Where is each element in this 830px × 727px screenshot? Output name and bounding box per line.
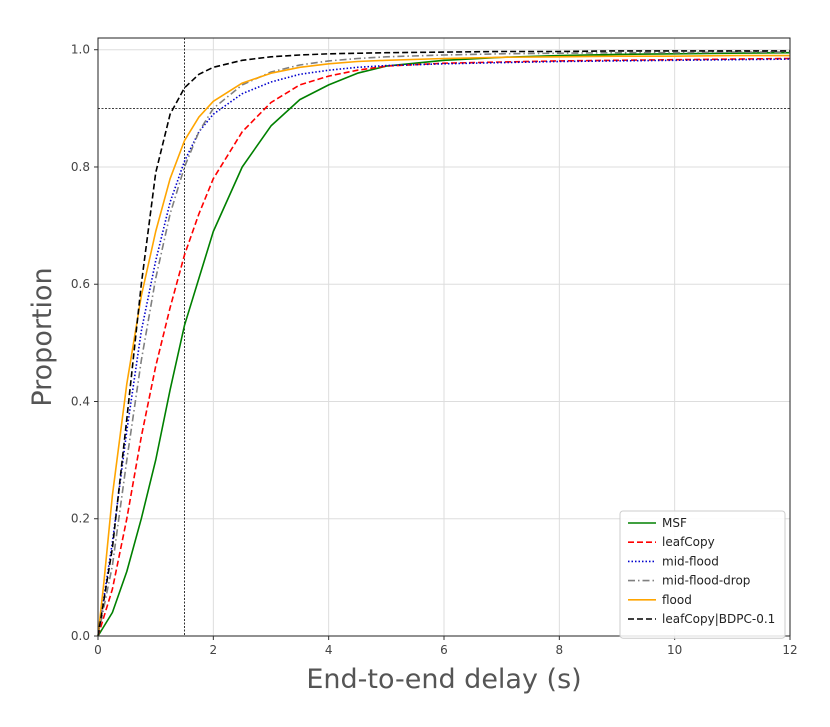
x-tick-label: 12 xyxy=(782,643,797,657)
x-axis-title: End-to-end delay (s) xyxy=(306,664,581,695)
legend-label-2: mid-flood xyxy=(662,554,719,568)
series-lines xyxy=(97,50,791,637)
y-tick-label: 0.8 xyxy=(71,160,90,174)
legend: MSF leafCopy mid-flood mid-flood-drop flood l… xyxy=(619,510,786,639)
series-line-4 xyxy=(97,54,790,637)
series-line-3 xyxy=(97,51,790,637)
x-tick-label: 10 xyxy=(667,643,682,657)
legend-label-1: leafCopy xyxy=(662,535,715,549)
series-line-5 xyxy=(97,50,790,637)
legend-label-0: MSF xyxy=(662,516,687,530)
axis-ticks: 0 2 4 6 8 10 12 0.0 0.2 0.4 0.6 0.8 1.0 xyxy=(71,43,798,657)
y-tick-label: 0.6 xyxy=(71,277,90,291)
y-axis-title: Proportion xyxy=(27,267,58,406)
y-tick-label: 0.2 xyxy=(71,512,90,526)
legend-label-3: mid-flood-drop xyxy=(662,574,750,588)
series-line-2 xyxy=(97,58,791,637)
legend-label-5: leafCopy|BDPC-0.1 xyxy=(662,612,775,626)
legend-box xyxy=(619,510,786,639)
x-tick-label: 8 xyxy=(556,643,564,657)
x-tick-label: 6 xyxy=(440,643,448,657)
x-tick-label: 2 xyxy=(210,643,218,657)
grid xyxy=(97,38,791,637)
x-tick-label: 4 xyxy=(325,643,333,657)
series-line-0 xyxy=(97,51,791,637)
legend-label-4: flood xyxy=(662,593,692,607)
reference-lines xyxy=(98,38,790,636)
y-tick-label: 1.0 xyxy=(71,43,90,57)
x-tick-label: 0 xyxy=(94,643,102,657)
y-tick-label: 0.4 xyxy=(71,394,90,408)
y-tick-label: 0.0 xyxy=(71,629,90,643)
